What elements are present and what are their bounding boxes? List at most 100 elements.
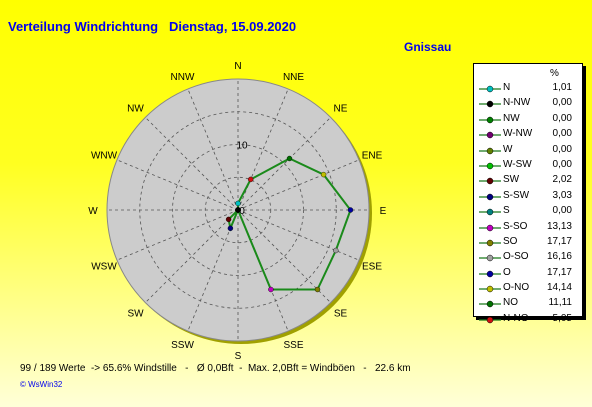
legend-label: W-SW — [503, 158, 532, 170]
legend-marker — [479, 208, 501, 216]
ring-label-0: 0 — [239, 206, 245, 217]
legend-value: 14,14 — [546, 282, 572, 294]
ring-label-10: 10 — [236, 141, 248, 152]
legend-marker — [479, 178, 501, 185]
legend-label: NW — [503, 112, 520, 124]
legend-marker — [479, 285, 501, 293]
legend-marker — [479, 270, 501, 277]
legend-value: 0,00 — [552, 112, 572, 124]
data-point-ssw — [227, 225, 234, 232]
legend-label: SO — [503, 235, 518, 247]
footer-summary: 99 / 189 Werte -> 65.6% Windstille - Ø 0… — [20, 363, 411, 374]
grid-spoke-sse — [237, 209, 289, 332]
legend-value: 0,00 — [552, 205, 572, 217]
legend-marker — [479, 316, 501, 324]
legend-label: S-SO — [503, 220, 528, 232]
grid-spoke-nnw — [187, 88, 239, 211]
legend-label: O-NO — [503, 282, 530, 294]
legend-value: 2,02 — [552, 174, 572, 186]
legend-item: W-NW 0,00 — [474, 127, 582, 142]
data-point-sw — [225, 216, 232, 223]
legend-marker — [479, 162, 501, 170]
legend-label: O — [503, 266, 511, 278]
legend-item: W 0,00 — [474, 143, 582, 158]
dir-label-ssw: SSW — [171, 340, 194, 351]
legend-item: W-SW 0,00 — [474, 158, 582, 173]
dir-label-ene: ENE — [362, 151, 383, 162]
legend-item: NO 11,11 — [474, 296, 582, 311]
legend-label: SW — [503, 174, 520, 186]
legend-marker — [479, 301, 501, 308]
grid-spoke-nw — [145, 117, 239, 211]
legend-value: 16,16 — [546, 251, 572, 263]
dir-label-ne: NE — [334, 104, 348, 115]
legend-label: N-NW — [503, 97, 531, 109]
station-name: Gnissau — [404, 40, 452, 54]
legend-value: 0,00 — [552, 97, 572, 109]
grid-spoke-ne — [237, 117, 331, 211]
legend-label: NO — [503, 297, 518, 309]
legend-item: S 0,00 — [474, 204, 582, 219]
legend-item: SW 2,02 — [474, 173, 582, 188]
dir-label-sw: SW — [127, 309, 144, 320]
legend-marker — [479, 131, 501, 139]
grid-spoke-wnw — [116, 159, 239, 211]
direction-labels: N NNE NE ENE E ESE SE SSE S SSW SW WSW W WNW NW NNW — [88, 61, 386, 362]
legend-marker — [479, 193, 501, 200]
dir-label-sse: SSE — [283, 340, 303, 351]
legend-value: 0,00 — [552, 158, 572, 170]
ring-labels: 0 10 — [236, 141, 248, 218]
legend-item: S-SW 3,03 — [474, 189, 582, 204]
dir-label-wnw: WNW — [91, 151, 118, 162]
dir-label-wsw: WSW — [91, 262, 117, 273]
legend-value: 17,17 — [546, 266, 572, 278]
dir-label-s: S — [235, 351, 242, 362]
data-point-nnw — [235, 207, 241, 213]
legend-value: 3,03 — [552, 189, 572, 201]
legend-marker — [479, 147, 501, 154]
grid-spoke-ssw — [187, 209, 239, 332]
chart-title: Verteilung Windrichtung Dienstag, 15.09.… — [8, 19, 297, 34]
data-point-se — [314, 286, 321, 293]
series-points — [225, 155, 354, 293]
legend-item: N-NW 0,00 — [474, 96, 582, 111]
legend-item: N-NO 5,05 — [474, 312, 582, 327]
legend-item: O-SO 16,16 — [474, 250, 582, 265]
dir-label-n: N — [234, 61, 241, 72]
brand-label: © WsWin32 — [20, 380, 63, 389]
dir-label-nne: NNE — [283, 72, 304, 83]
data-point-ene — [320, 171, 327, 178]
legend-label: S-SW — [503, 189, 530, 201]
dir-label-se: SE — [334, 309, 348, 320]
legend-marker — [479, 116, 501, 124]
grid-spoke-sw — [145, 209, 239, 303]
legend-value: 13,13 — [546, 220, 572, 232]
legend-value: 0,00 — [552, 143, 572, 155]
legend: % N 1,01 N-NW 0,00 NW 0,00 W-NW 0,00 W 0,00 W-SW 0,… — [473, 63, 583, 324]
dir-label-nw: NW — [127, 104, 144, 115]
legend-value: 17,17 — [546, 235, 572, 247]
grid-spoke-ene — [237, 159, 360, 211]
legend-value: 5,05 — [552, 312, 572, 324]
data-point-ne — [286, 155, 293, 162]
legend-label: W-NW — [503, 128, 533, 140]
data-point-nne — [247, 176, 254, 183]
legend-item: O-NO 14,14 — [474, 281, 582, 296]
data-point-n — [235, 200, 241, 207]
data-point-ese — [333, 247, 339, 254]
legend-unit-header: % — [550, 68, 559, 79]
legend-rows: N 1,01 N-NW 0,00 NW 0,00 W-NW 0,00 W 0,00 W-SW 0,00… — [474, 81, 582, 327]
legend-marker — [479, 101, 501, 108]
grid-spoke-wsw — [116, 209, 239, 261]
legend-value: 0,00 — [552, 128, 572, 140]
dir-label-ese: ESE — [362, 262, 382, 273]
grid-spoke-se — [237, 209, 331, 303]
legend-item: O 17,17 — [474, 266, 582, 281]
legend-label: N — [503, 82, 511, 93]
dir-label-w: W — [88, 206, 98, 217]
data-point-sse — [268, 286, 274, 293]
dir-label-e: E — [380, 206, 387, 217]
legend-label: W — [503, 143, 513, 155]
legend-marker — [479, 255, 501, 262]
